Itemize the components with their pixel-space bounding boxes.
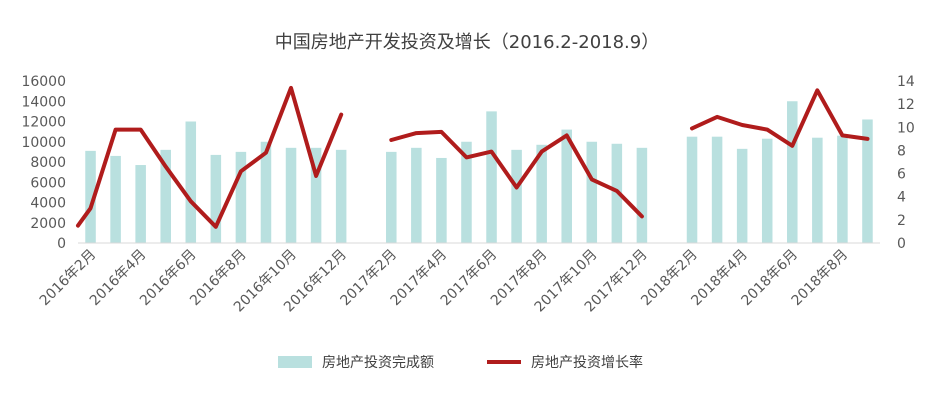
right-tick-label: 14 [897,74,915,90]
left-tick-label: 4000 [30,196,66,212]
bar [235,151,247,243]
right-tick-label: 0 [897,236,906,252]
bar [85,150,96,243]
right-tick-label: 2 [897,213,906,229]
legend-label-bar: 房地产投资完成额 [322,355,434,371]
chart-title: 中国房地产开发投资及增长（2016.2-2018.9） [275,32,659,53]
bar [436,157,447,243]
bar [210,154,222,243]
bar [486,111,497,243]
line-series [76,85,870,229]
left-tick-label: 12000 [21,115,66,131]
growth-line [76,85,344,229]
left-y-axis: 0 2000 4000 6000 8000 10000 12000 14000 16000 [21,74,66,252]
bar [787,101,798,243]
bar [310,147,322,243]
bar [686,136,698,243]
bar [711,136,723,243]
bar [761,138,773,243]
bar-series [85,101,873,243]
left-tick-label: 14000 [21,94,66,110]
bar [411,147,422,243]
left-tick-label: 16000 [21,74,66,90]
bar [386,151,397,243]
bar [536,144,547,243]
right-tick-label: 6 [897,167,906,183]
x-axis-ticks: 2016年2月2016年4月2016年6月2016年8月2016年10月2016… [37,247,851,316]
bar [837,135,848,243]
right-tick-label: 4 [897,190,906,206]
growth-line [389,129,644,219]
legend-swatch-bar [278,356,312,368]
bar [511,149,522,243]
bar [260,141,272,243]
growth-line [690,88,870,148]
bar [736,148,748,243]
bar [461,141,472,243]
bar [636,147,648,243]
bar [110,155,121,243]
bar [335,149,347,243]
bar [135,165,146,243]
left-tick-label: 6000 [30,175,66,191]
right-y-axis: 0 2 4 6 8 10 12 14 [897,74,915,252]
bar [285,147,297,243]
left-tick-label: 10000 [21,135,66,151]
bar [812,137,823,243]
bar [586,141,598,243]
legend: 房地产投资完成额 房地产投资增长率 [278,354,643,371]
bar [862,119,873,243]
right-tick-label: 10 [897,120,915,136]
bar [561,129,572,243]
bar [185,121,197,243]
left-tick-label: 2000 [30,216,66,232]
right-tick-label: 12 [897,97,915,113]
left-tick-label: 0 [57,236,66,252]
legend-label-line: 房地产投资增长率 [531,354,643,371]
left-tick-label: 8000 [30,155,66,171]
bar [160,149,171,243]
right-tick-label: 8 [897,143,906,159]
